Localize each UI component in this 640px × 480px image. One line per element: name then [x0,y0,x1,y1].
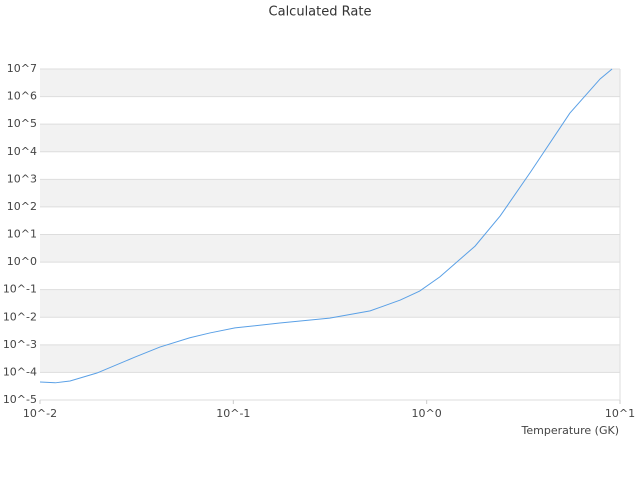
y-tick-label: 10^-3 [3,338,37,351]
band [40,124,620,152]
x-axis-label: Temperature (GK) [521,424,620,437]
y-tick-label: 10^0 [7,255,37,268]
x-tick-label: 10^-2 [23,407,57,420]
y-tick-label: 10^6 [7,90,37,103]
band [40,289,620,318]
band [40,69,620,97]
chart-title: Calculated Rate [269,5,372,20]
x-tick-label: 10^1 [605,407,635,420]
y-tick-label: 10^-1 [3,283,37,296]
y-tick-label: 10^-2 [3,310,37,323]
band [40,344,620,373]
y-tick-label: 10^-5 [3,393,37,406]
y-tick-label: 10^3 [7,172,37,185]
band [40,179,620,207]
y-tick-label: 10^-4 [3,365,37,378]
y-tick-label: 10^7 [7,62,37,75]
y-tick-label: 10^2 [7,200,37,213]
y-tick-label: 10^4 [7,145,37,158]
x-tick-label: 10^0 [412,407,442,420]
y-tick-label: 10^5 [7,117,37,130]
band [40,234,620,263]
y-tick-label: 10^1 [7,228,37,241]
x-tick-label: 10^-1 [216,407,250,420]
line [39,68,613,384]
